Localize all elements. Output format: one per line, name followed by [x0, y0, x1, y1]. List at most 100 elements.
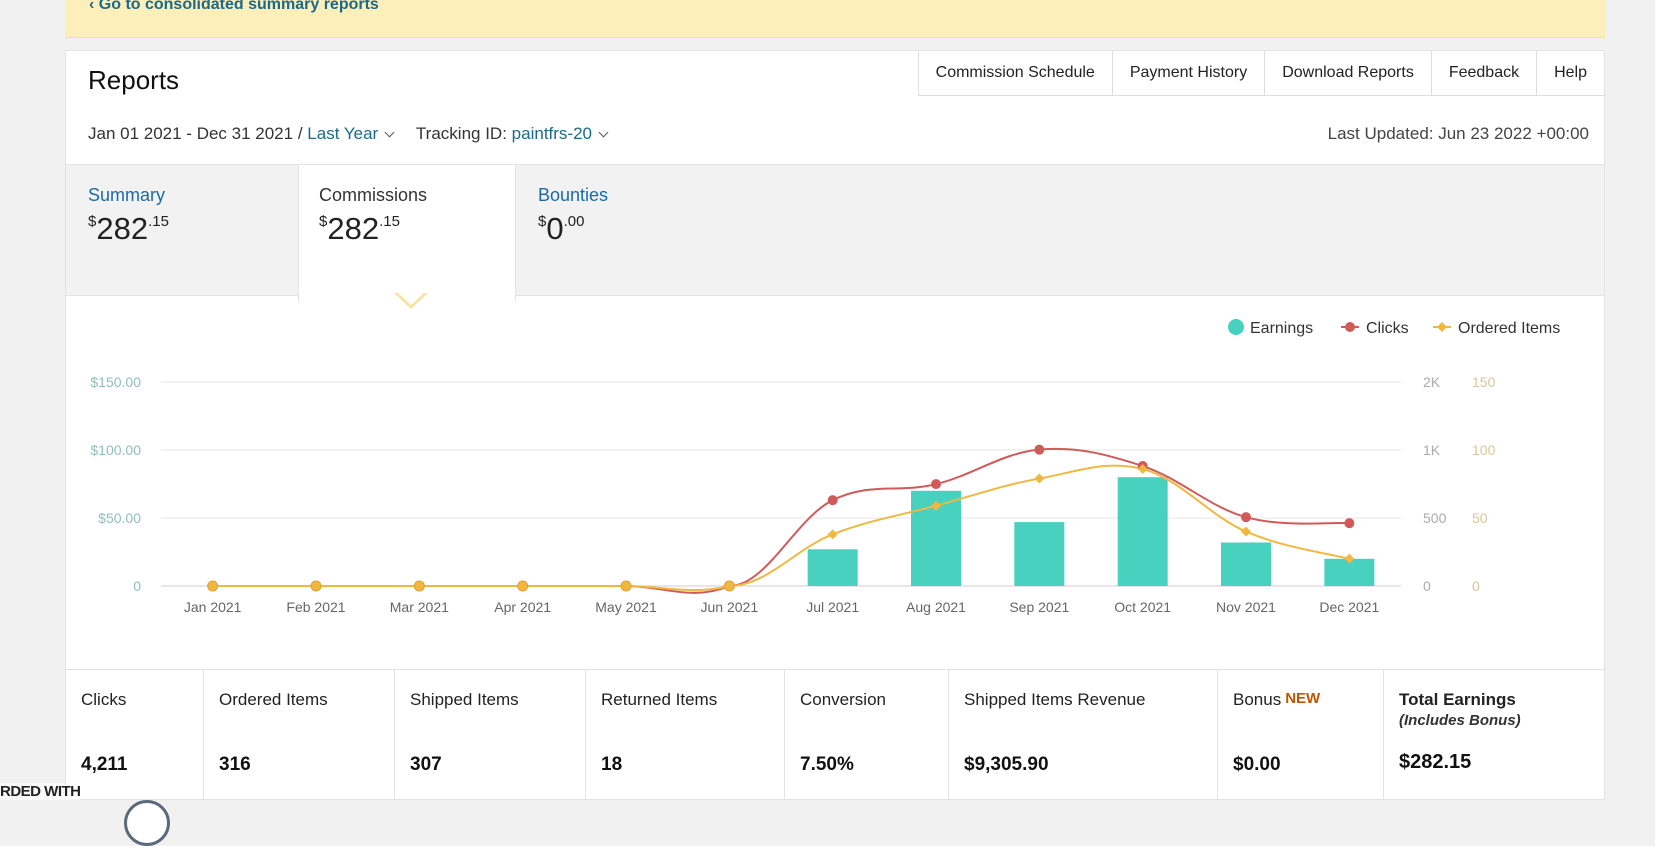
tracking-id-value: paintfrs-20	[511, 124, 592, 143]
y-left-tick-label: $100.00	[90, 442, 141, 458]
metric-value: $282.15	[1399, 751, 1472, 773]
x-tick-label: Oct 2021	[1114, 599, 1171, 615]
ordered-items-point	[1034, 473, 1045, 484]
legend-items-swatch	[1437, 322, 1447, 332]
metric-conversion: Conversion 7.50%	[785, 670, 949, 800]
metric-label: Clicks	[81, 690, 127, 709]
chart-area: 0 $50.00 $100.00 $150.00 0 500 1K 2K 0 50 100 150 Ja…	[66, 294, 1604, 646]
top-links: Commission Schedule Payment History Down…	[917, 51, 1604, 96]
x-tick-label: Feb 2021	[286, 599, 345, 615]
metric-value: 7.50%	[800, 754, 854, 775]
commission-schedule-link[interactable]: Commission Schedule	[919, 51, 1113, 95]
x-tick-label: Dec 2021	[1319, 599, 1379, 615]
ordered-items-point	[413, 580, 425, 592]
reports-card: Reports Commission Schedule Payment Hist…	[65, 50, 1605, 800]
y-right-clicks-tick-label: 0	[1423, 578, 1431, 594]
earnings-bar	[807, 549, 858, 586]
tab-summary-value: $282.15	[88, 211, 169, 246]
last-updated: Last Updated: Jun 23 2022 +00:00	[1327, 124, 1589, 143]
x-tick-label: Jul 2021	[806, 599, 859, 615]
metric-shipped-revenue: Shipped Items Revenue $9,305.90	[949, 670, 1218, 800]
earnings-bar	[1117, 477, 1168, 586]
metric-clicks: Clicks 4,211	[66, 670, 204, 800]
tab-commissions-value: $282.15	[319, 211, 400, 246]
consolidated-reports-link[interactable]: ‹ Go to consolidated summary reports	[89, 0, 379, 13]
metric-ordered-items: Ordered Items 316	[204, 670, 395, 800]
metrics-row: Clicks 4,211 Ordered Items 316 Shipped I…	[66, 669, 1604, 800]
metric-label: Shipped Items	[410, 690, 519, 709]
y-right-items-tick-label: 50	[1472, 510, 1488, 526]
x-tick-label: Jan 2021	[184, 599, 242, 615]
tab-bounties[interactable]: Bounties $0.00	[516, 165, 736, 295]
tracking-id-dropdown[interactable]: paintfrs-20	[512, 124, 613, 143]
legend-clicks-label: Clicks	[1366, 320, 1409, 337]
earnings-bar	[1221, 542, 1271, 586]
x-tick-label: Apr 2021	[494, 599, 551, 615]
y-right-items-tick-label: 0	[1472, 578, 1480, 594]
tab-bounties-label: Bounties	[538, 185, 609, 205]
active-tab-pointer	[394, 291, 428, 309]
consolidated-reports-banner: ‹ Go to consolidated summary reports	[65, 0, 1605, 38]
period-label: Last Year	[307, 124, 379, 143]
ordered-items-line	[212, 464, 1350, 592]
ordered-items-point	[931, 500, 941, 511]
legend-earnings-label: Earnings	[1250, 320, 1313, 337]
help-link[interactable]: Help	[1554, 64, 1587, 81]
feedback-link[interactable]: Feedback	[1432, 51, 1538, 95]
metric-value: 18	[601, 754, 623, 775]
new-badge: NEW	[1285, 690, 1321, 707]
metric-value: 307	[410, 754, 442, 775]
clicks-point	[1344, 518, 1355, 529]
y-left-tick-label: 0	[133, 578, 141, 594]
ordered-items-point	[1137, 464, 1148, 475]
tab-bounties-value: $0.00	[538, 211, 585, 246]
payment-history-link[interactable]: Payment History	[1113, 51, 1266, 95]
tab-summary[interactable]: Summary $282.15	[66, 165, 298, 295]
recorder-watermark: RDED WITH	[0, 783, 81, 800]
tracking-label: Tracking ID:	[415, 124, 507, 143]
metric-sublabel: (Includes Bonus)	[1399, 712, 1521, 729]
tab-commissions[interactable]: Commissions $282.15	[298, 165, 516, 302]
tab-summary-label: Summary	[88, 185, 166, 205]
x-tick-label: Sep 2021	[1009, 599, 1069, 615]
download-reports-link[interactable]: Download Reports	[1265, 51, 1432, 95]
clicks-line	[212, 447, 1350, 594]
clicks-point	[1034, 444, 1045, 455]
date-range: Jan 01 2021 - Dec 31 2021 /	[88, 124, 303, 143]
clicks-point	[827, 495, 838, 506]
metric-label: Ordered Items	[219, 690, 328, 709]
metric-label: Bonus NEW	[1233, 690, 1321, 709]
metric-shipped-items: Shipped Items 307	[395, 670, 586, 800]
metric-label: Returned Items	[601, 690, 718, 709]
x-tick-label: Aug 2021	[906, 599, 966, 615]
x-tick-label: Jun 2021	[701, 599, 759, 615]
metric-label: Total Earnings (Includes Bonus)	[1399, 690, 1521, 729]
y-right-items-tick-label: 150	[1472, 374, 1496, 390]
page-title: Reports	[88, 65, 180, 95]
metric-total-earnings: Total Earnings (Includes Bonus) $282.15	[1384, 670, 1604, 800]
report-tabs: Summary $282.15 Commissions $282.15 Boun…	[66, 164, 1604, 302]
period-dropdown[interactable]: Last Year	[307, 124, 399, 143]
ordered-items-point	[620, 580, 632, 592]
y-right-items-tick-label: 100	[1472, 442, 1496, 458]
tab-commissions-label: Commissions	[319, 185, 428, 205]
chevron-down-icon	[384, 127, 395, 138]
y-right-clicks-tick-label: 2K	[1423, 374, 1441, 390]
earnings-chart: 0 $50.00 $100.00 $150.00 0 500 1K 2K 0 50 100 150 Ja…	[90, 319, 1560, 615]
chevron-down-icon	[598, 127, 609, 138]
x-tick-label: Mar 2021	[390, 599, 449, 615]
metric-value: 316	[219, 754, 251, 775]
ordered-items-point	[310, 580, 322, 592]
y-left-tick-label: $50.00	[98, 510, 141, 526]
y-left-tick-label: $150.00	[90, 374, 141, 390]
metric-value: 4,211	[81, 754, 128, 775]
legend-clicks-swatch	[1345, 322, 1355, 332]
metric-value: $0.00	[1233, 754, 1281, 775]
y-right-clicks-tick-label: 500	[1423, 510, 1447, 526]
clicks-point	[1241, 512, 1251, 523]
y-right-clicks-tick-label: 1K	[1423, 442, 1441, 458]
ordered-items-point	[723, 580, 735, 592]
metric-value: $9,305.90	[964, 754, 1049, 775]
ordered-items-point	[1344, 553, 1355, 564]
metric-returned-items: Returned Items 18	[586, 670, 785, 800]
